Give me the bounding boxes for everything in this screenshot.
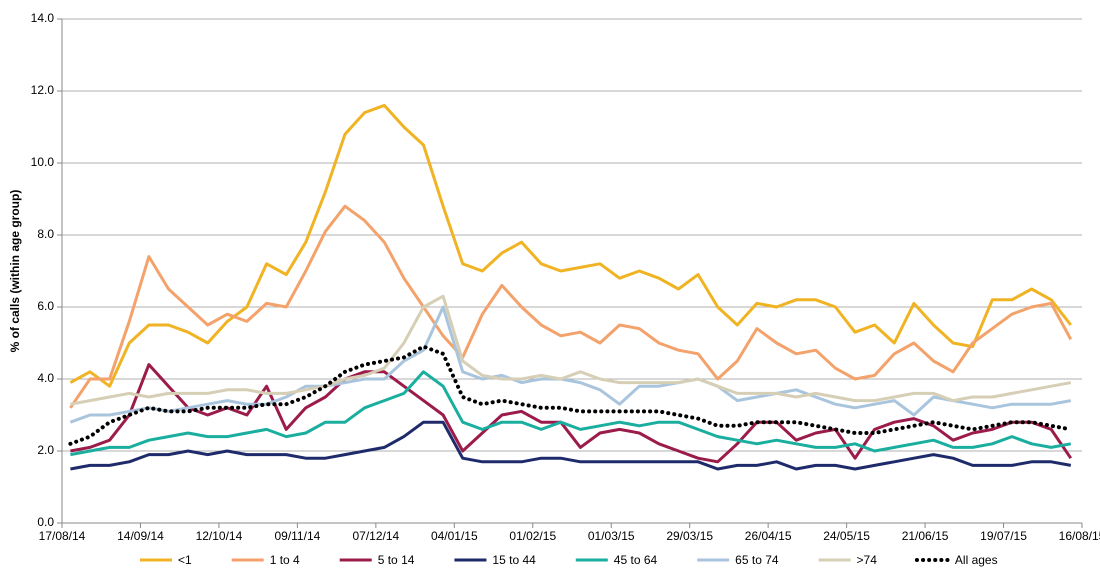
y-tick-label: 0.0 (37, 515, 54, 529)
series-line (70, 370, 1072, 457)
y-tick-label: 14.0 (31, 11, 55, 25)
series-line (68, 344, 1073, 446)
y-tick-label: 4.0 (37, 371, 54, 385)
x-tick-label: 04/01/15 (431, 529, 478, 543)
x-tick-label: 01/03/15 (588, 529, 635, 543)
series-line (70, 294, 1072, 406)
x-tick-label: 17/08/14 (39, 529, 86, 543)
y-tick-label: 8.0 (37, 227, 54, 241)
y-tick-label: 12.0 (31, 83, 55, 97)
x-tick-label: 12/10/14 (196, 529, 243, 543)
legend-label: 5 to 14 (378, 553, 415, 567)
series-line (69, 103, 1072, 388)
x-tick-label: 26/04/15 (745, 529, 792, 543)
x-tick-label: 07/12/14 (352, 529, 399, 543)
x-tick-label: 21/06/15 (902, 529, 949, 543)
y-tick-label: 10.0 (31, 155, 55, 169)
x-tick-label: 19/07/15 (980, 529, 1027, 543)
legend-label: <1 (178, 553, 192, 567)
series-line (70, 420, 1072, 471)
y-axis-label: % of calls (within age group) (8, 190, 22, 353)
legend-label: 45 to 64 (614, 553, 658, 567)
x-tick-label: 01/02/15 (509, 529, 556, 543)
x-tick-label: 29/03/15 (666, 529, 713, 543)
legend-label: 65 to 74 (735, 553, 779, 567)
legend-label: 15 to 44 (492, 553, 536, 567)
legend-label: 1 to 4 (270, 553, 300, 567)
x-tick-label: 09/11/14 (274, 529, 320, 543)
legend-label: All ages (955, 553, 998, 567)
x-tick-label: 14/09/14 (117, 529, 164, 543)
series-line (69, 305, 1072, 424)
series-line (69, 204, 1073, 409)
legend-label: >74 (857, 553, 878, 567)
y-tick-label: 2.0 (37, 443, 54, 457)
y-tick-label: 6.0 (37, 299, 54, 313)
series-line (70, 363, 1073, 464)
x-tick-label: 24/05/15 (823, 529, 870, 543)
x-tick-label: 16/08/15 (1059, 529, 1100, 543)
